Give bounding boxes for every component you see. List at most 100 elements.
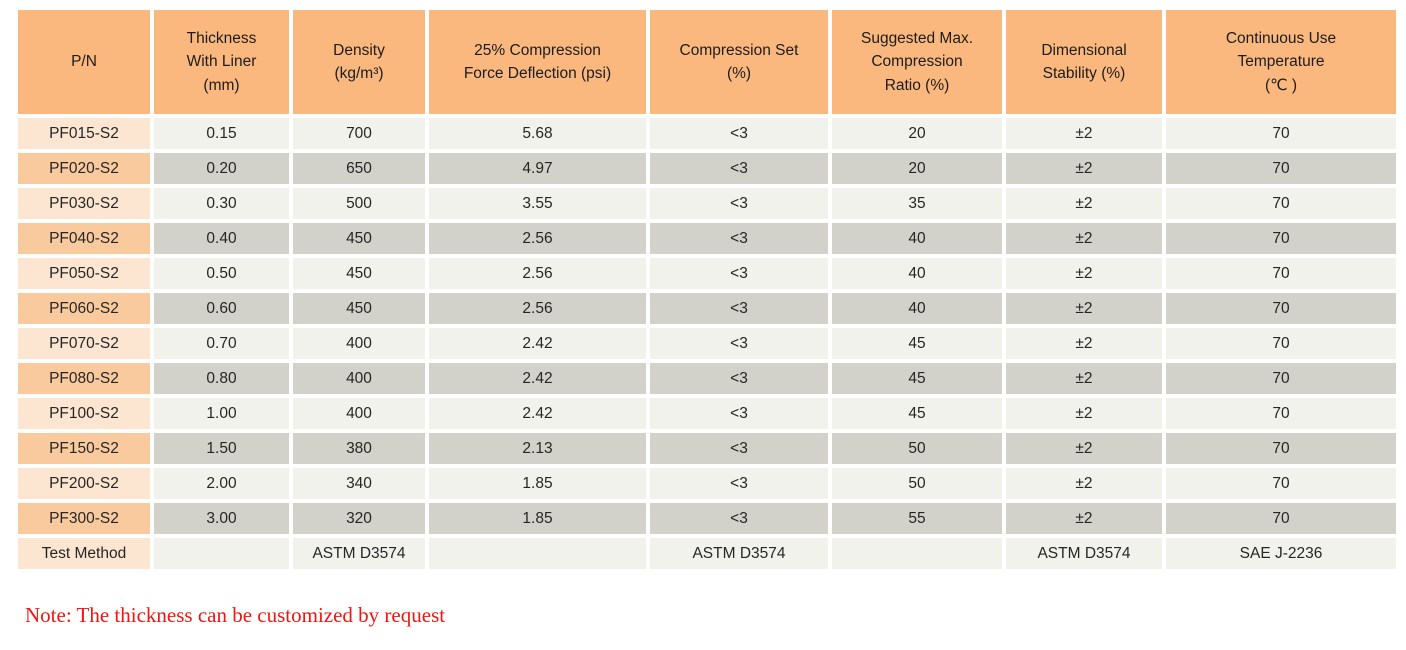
spec-table: P/N Thickness With Liner (mm) Density (k… — [14, 6, 1400, 573]
value-cell: <3 — [650, 258, 828, 289]
value-cell: 20 — [832, 153, 1002, 184]
value-cell: 400 — [293, 363, 425, 394]
value-cell: ±2 — [1006, 363, 1162, 394]
value-cell: 4.97 — [429, 153, 646, 184]
pn-cell: PF100-S2 — [18, 398, 150, 429]
value-cell: 2.56 — [429, 293, 646, 324]
value-cell: 40 — [832, 258, 1002, 289]
value-cell: 0.80 — [154, 363, 289, 394]
table-row: PF050-S2 0.50 450 2.56 <3 40 ±2 70 — [18, 258, 1396, 289]
value-cell: <3 — [650, 118, 828, 149]
value-cell: 700 — [293, 118, 425, 149]
value-cell: 40 — [832, 223, 1002, 254]
value-cell: 70 — [1166, 293, 1396, 324]
value-cell: 340 — [293, 468, 425, 499]
value-cell: SAE J-2236 — [1166, 538, 1396, 569]
value-cell: 0.40 — [154, 223, 289, 254]
value-cell: 70 — [1166, 363, 1396, 394]
value-cell: 55 — [832, 503, 1002, 534]
table-body: PF015-S2 0.15 700 5.68 <3 20 ±2 70 PF020-S2 0.20 6… — [18, 118, 1396, 569]
column-header-dimensional-stability: Dimensional Stability (%) — [1006, 10, 1162, 114]
value-cell: 650 — [293, 153, 425, 184]
value-cell: <3 — [650, 503, 828, 534]
value-cell: 450 — [293, 258, 425, 289]
column-header-thickness: Thickness With Liner (mm) — [154, 10, 289, 114]
value-cell: ±2 — [1006, 223, 1162, 254]
pn-cell: PF060-S2 — [18, 293, 150, 324]
table-row: PF015-S2 0.15 700 5.68 <3 20 ±2 70 — [18, 118, 1396, 149]
value-cell: 70 — [1166, 328, 1396, 359]
pn-cell: PF015-S2 — [18, 118, 150, 149]
value-cell: 70 — [1166, 118, 1396, 149]
value-cell: <3 — [650, 188, 828, 219]
table-row: PF020-S2 0.20 650 4.97 <3 20 ±2 70 — [18, 153, 1396, 184]
value-cell: 450 — [293, 293, 425, 324]
table-row: PF040-S2 0.40 450 2.56 <3 40 ±2 70 — [18, 223, 1396, 254]
value-cell: 70 — [1166, 503, 1396, 534]
note-text: Note: The thickness can be customized by… — [25, 603, 446, 627]
pn-cell: PF040-S2 — [18, 223, 150, 254]
value-cell: 0.60 — [154, 293, 289, 324]
column-header-max-compression-ratio: Suggested Max. Compression Ratio (%) — [832, 10, 1002, 114]
pn-cell: PF050-S2 — [18, 258, 150, 289]
table-row: PF150-S2 1.50 380 2.13 <3 50 ±2 70 — [18, 433, 1396, 464]
value-cell: 1.00 — [154, 398, 289, 429]
value-cell: <3 — [650, 468, 828, 499]
value-cell: ASTM D3574 — [650, 538, 828, 569]
value-cell: ±2 — [1006, 328, 1162, 359]
value-cell: 3.00 — [154, 503, 289, 534]
value-cell: ±2 — [1006, 398, 1162, 429]
value-cell: 2.13 — [429, 433, 646, 464]
value-cell: 2.42 — [429, 363, 646, 394]
column-header-density: Density (kg/m³) — [293, 10, 425, 114]
value-cell: <3 — [650, 293, 828, 324]
value-cell: 70 — [1166, 433, 1396, 464]
value-cell: ASTM D3574 — [1006, 538, 1162, 569]
table-row: PF060-S2 0.60 450 2.56 <3 40 ±2 70 — [18, 293, 1396, 324]
value-cell: <3 — [650, 363, 828, 394]
value-cell: 70 — [1166, 188, 1396, 219]
value-cell: 70 — [1166, 468, 1396, 499]
value-cell: 400 — [293, 328, 425, 359]
value-cell: ±2 — [1006, 258, 1162, 289]
value-cell: 3.55 — [429, 188, 646, 219]
value-cell: 450 — [293, 223, 425, 254]
value-cell: <3 — [650, 223, 828, 254]
table-row: PF030-S2 0.30 500 3.55 <3 35 ±2 70 — [18, 188, 1396, 219]
value-cell: <3 — [650, 398, 828, 429]
value-cell: ±2 — [1006, 118, 1162, 149]
pn-cell: PF300-S2 — [18, 503, 150, 534]
value-cell: 5.68 — [429, 118, 646, 149]
value-cell: 70 — [1166, 153, 1396, 184]
value-cell: 2.42 — [429, 328, 646, 359]
value-cell: <3 — [650, 328, 828, 359]
table-row: PF100-S2 1.00 400 2.42 <3 45 ±2 70 — [18, 398, 1396, 429]
value-cell: ±2 — [1006, 503, 1162, 534]
pn-cell: PF200-S2 — [18, 468, 150, 499]
value-cell: 0.15 — [154, 118, 289, 149]
pn-cell: PF030-S2 — [18, 188, 150, 219]
table-row: PF080-S2 0.80 400 2.42 <3 45 ±2 70 — [18, 363, 1396, 394]
value-cell: ±2 — [1006, 153, 1162, 184]
value-cell: 400 — [293, 398, 425, 429]
value-cell: 50 — [832, 433, 1002, 464]
value-cell: 320 — [293, 503, 425, 534]
value-cell: 0.70 — [154, 328, 289, 359]
value-cell: 70 — [1166, 223, 1396, 254]
pn-cell: PF020-S2 — [18, 153, 150, 184]
column-header-compression-force-deflection: 25% Compression Force Deflection (psi) — [429, 10, 646, 114]
value-cell: 0.30 — [154, 188, 289, 219]
value-cell: 1.85 — [429, 468, 646, 499]
pn-cell: Test Method — [18, 538, 150, 569]
value-cell: 0.50 — [154, 258, 289, 289]
value-cell: 0.20 — [154, 153, 289, 184]
value-cell: ±2 — [1006, 433, 1162, 464]
value-cell: 40 — [832, 293, 1002, 324]
value-cell: ±2 — [1006, 188, 1162, 219]
value-cell: ±2 — [1006, 468, 1162, 499]
value-cell: 2.56 — [429, 223, 646, 254]
table-row: PF300-S2 3.00 320 1.85 <3 55 ±2 70 — [18, 503, 1396, 534]
value-cell: 70 — [1166, 398, 1396, 429]
test-method-row: Test Method ASTM D3574 ASTM D3574 ASTM D357… — [18, 538, 1396, 569]
column-header-continuous-use-temperature: Continuous Use Temperature (℃ ) — [1166, 10, 1396, 114]
